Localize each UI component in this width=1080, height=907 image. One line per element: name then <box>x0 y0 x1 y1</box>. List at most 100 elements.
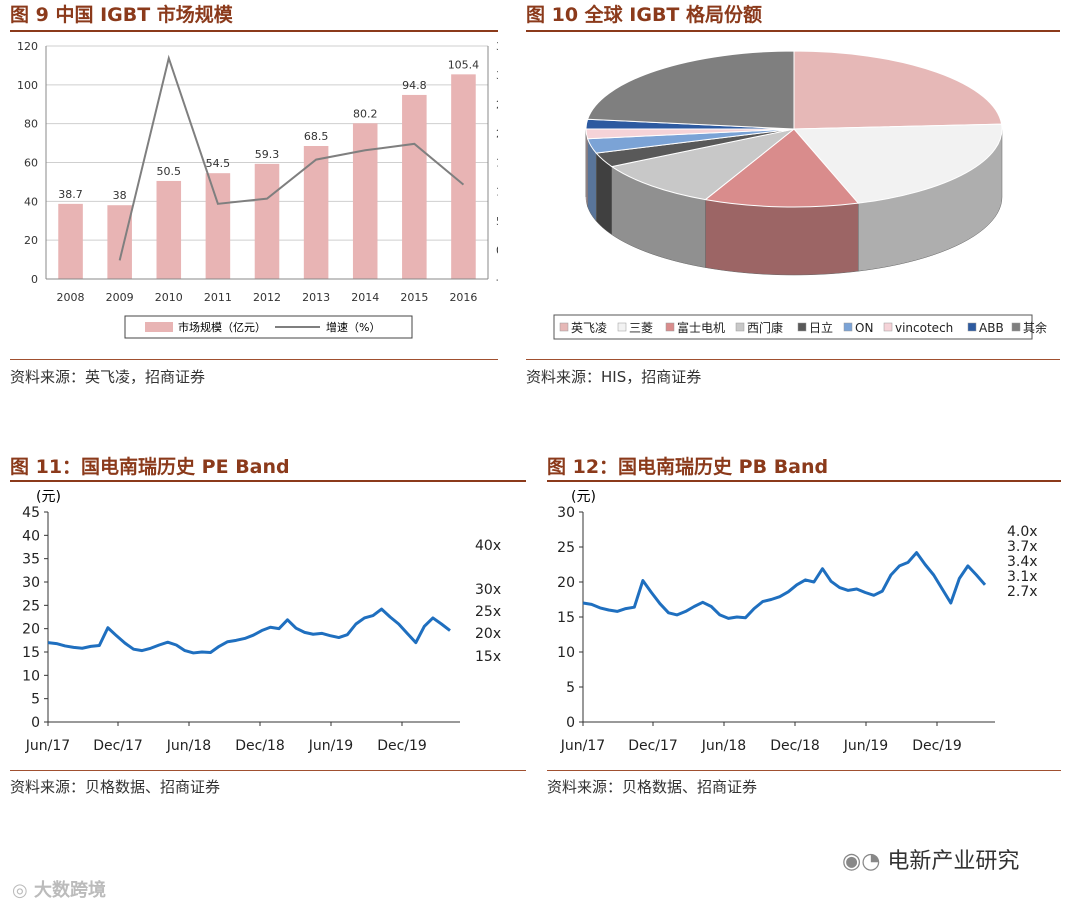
band-label: 4.0x <box>1007 524 1038 540</box>
x-tick-label: 2013 <box>302 291 330 304</box>
y-tick-label: 80 <box>24 118 38 131</box>
y-tick-label: 30 <box>557 505 575 521</box>
x-tick-label: Jun/19 <box>843 738 888 754</box>
figure-12-chart: (元) 0 5 10 15 20 25 30 Jun/17 Dec/17 Jun/18 Dec/18… <box>557 489 1038 754</box>
bar <box>254 163 280 279</box>
band-label: 25x <box>475 604 501 620</box>
figure-11-bottom-rule <box>10 770 526 771</box>
legend-swatch <box>1011 322 1021 332</box>
y-tick-label: 100 <box>17 79 38 92</box>
y-tick-label: 35 <box>22 552 40 568</box>
x-tick-label: 2009 <box>106 291 134 304</box>
bar-data-label: 38.7 <box>58 188 83 201</box>
y-tick-label: 5 <box>566 680 575 696</box>
legend-swatch <box>843 322 853 332</box>
x-tick-label: Jun/17 <box>560 738 605 754</box>
y-tick-label: 10 <box>22 668 40 684</box>
x-tick-label: Jun/18 <box>166 738 211 754</box>
figure-12-panel: 图 12：国电南瑞历史 PB Band (元) 0 5 10 15 20 25 30 Jun/… <box>547 452 1061 812</box>
y-tick-label: 45 <box>22 505 40 521</box>
y-tick-label: 0 <box>566 715 575 731</box>
bar <box>156 180 182 279</box>
x-tick-label: Jun/18 <box>701 738 746 754</box>
legend-label: ABB <box>979 321 1004 335</box>
legend-swatch <box>735 322 745 332</box>
x-tick-label: 2011 <box>204 291 232 304</box>
y2-tick-label: 35 <box>496 40 498 53</box>
legend-bar-label: 市场规模（亿元） <box>178 320 266 334</box>
y2-tick-label: -5 <box>496 273 498 286</box>
bar <box>58 203 83 279</box>
bar <box>205 173 231 279</box>
corner-logo-icon: ◎ <box>12 880 34 901</box>
growth-line <box>118 54 465 261</box>
pie-slice <box>610 128 795 201</box>
y-tick-label: 40 <box>22 528 40 544</box>
figure-12-bottom-rule <box>547 770 1061 771</box>
legend-label: 英飞凌 <box>571 321 607 335</box>
x-tick-label: Jun/17 <box>25 738 70 754</box>
wechat-icon: ◉◔ <box>842 849 888 874</box>
y-tick-label: 20 <box>22 622 40 638</box>
x-tick-label: 2015 <box>400 291 428 304</box>
legend-swatch <box>665 322 675 332</box>
legend-label: 三菱 <box>629 321 653 335</box>
x-tick-label: 2008 <box>57 291 85 304</box>
figure-10-source: 资料来源：HIS，招商证券 <box>526 368 702 386</box>
figure-11-source: 资料来源：贝格数据、招商证券 <box>10 778 221 796</box>
y-tick-label: 20 <box>557 575 575 591</box>
legend-swatch <box>797 322 807 332</box>
bar-data-label: 80.2 <box>353 107 378 120</box>
band-label: 2.7x <box>1007 584 1038 600</box>
bar-data-label: 54.5 <box>206 157 231 170</box>
x-tick-label: Dec/19 <box>912 738 962 754</box>
x-tick-label: Dec/17 <box>628 738 678 754</box>
legend-label: 富士电机 <box>677 320 725 335</box>
wechat-watermark: ◉◔ 电新产业研究 <box>842 843 1019 875</box>
legend-line-label: 增速（%） <box>326 320 380 334</box>
band-label: 40x <box>475 538 501 554</box>
wechat-watermark-text: 电新产业研究 <box>887 849 1020 874</box>
band-label: 20x <box>475 626 501 642</box>
figure-9-panel: 图 9 中国 IGBT 市场规模 38.7 38 50.5 54.5 59.3 68.5 8… <box>10 0 498 400</box>
figure-11-panel: 图 11：国电南瑞历史 PE Band (元) 0 5 10 15 20 25 30 35 40… <box>10 452 526 812</box>
bar <box>402 94 427 280</box>
band-label: 30x <box>475 582 501 598</box>
legend-label: 日立 <box>809 320 833 335</box>
legend-label: 西门康 <box>747 320 783 335</box>
x-tick-label: 2010 <box>155 291 183 304</box>
band-label: 3.1x <box>1007 569 1038 585</box>
pie-slice-side <box>705 199 859 276</box>
bar-data-label: 50.5 <box>157 165 182 178</box>
figure-11-title-rule <box>10 480 526 482</box>
figure-10-legend <box>553 314 1033 340</box>
legend-swatch <box>967 322 977 332</box>
x-tick-label: Dec/18 <box>235 738 285 754</box>
figure-10-bottom-rule <box>526 359 1060 360</box>
y2-tick-label: 20 <box>496 127 498 140</box>
y-tick-label: 25 <box>557 540 575 556</box>
y2-tick-label: 30 <box>496 69 498 82</box>
x-tick-label: 2014 <box>351 291 379 304</box>
figure-12-title-rule <box>547 480 1061 482</box>
x-tick-label: 2016 <box>449 291 477 304</box>
y-tick-label: 120 <box>17 40 38 53</box>
y-tick-label: 30 <box>22 575 40 591</box>
x-tick-label: 2012 <box>253 291 281 304</box>
bar-data-label: 59.3 <box>255 148 280 161</box>
y2-tick-label: 10 <box>496 186 498 199</box>
band-label: 15x <box>475 649 501 665</box>
figure-12-y-unit: (元) <box>571 489 596 505</box>
x-tick-label: Dec/17 <box>93 738 143 754</box>
x-tick-label: Dec/19 <box>377 738 427 754</box>
legend-label: ON <box>855 321 873 335</box>
pie-slice <box>704 128 860 208</box>
legend-label: 其余 <box>1023 320 1047 335</box>
y2-tick-label: 25 <box>496 98 498 111</box>
figure-9-source: 资料来源：英飞凌，招商证券 <box>10 368 206 386</box>
price-line <box>582 551 987 620</box>
legend-swatch <box>617 322 627 332</box>
x-tick-label: Dec/18 <box>770 738 820 754</box>
bar-data-label: 38 <box>113 189 127 202</box>
figure-9-chart: 38.7 38 50.5 54.5 59.3 68.5 80.2 94.8 105.4 0 20 4… <box>17 40 498 339</box>
